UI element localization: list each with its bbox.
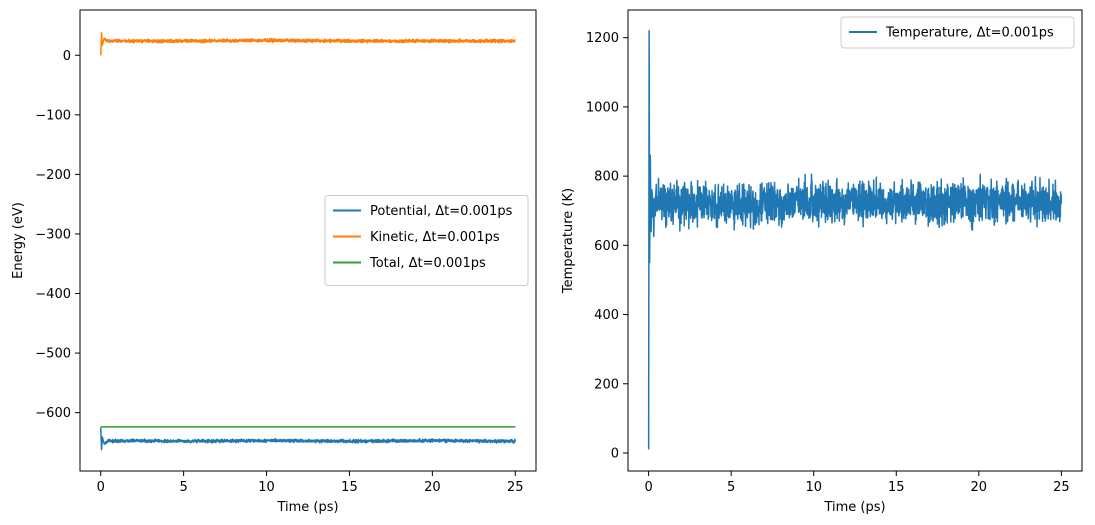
x-tick-label: 10 [805,480,822,495]
y-tick-label: −300 [35,227,71,242]
series-line [99,31,516,56]
y-tick-label: −400 [35,287,71,302]
y-axis-label: Energy (eV) [11,202,26,279]
panel-1: 0 5 10 15 20 25 0 −100 −200 −300 −400 −500 −600 Time … [11,9,537,515]
legend-label: Total, Δt=0.001ps [369,256,486,271]
y-tick-label: −500 [35,347,71,362]
series-line [647,30,1063,450]
x-tick-label: 25 [507,480,524,495]
plot-frame [627,9,1083,472]
legend: Potential, Δt=0.001ps Kinetic, Δt=0.001ps… [324,195,529,286]
plot-frame [79,9,537,472]
y-tick-label: 0 [611,447,619,462]
x-tick-label: 0 [644,480,652,495]
y-tick-label: 1000 [586,100,619,115]
x-tick-label: 10 [258,480,275,495]
legend-label: Kinetic, Δt=0.001ps [370,230,500,245]
y-tick-label: 800 [594,170,619,185]
panel-2: 0 5 10 15 20 25 0 200 400 600 800 1000 1200 Time (ps)… [561,9,1083,515]
legend: Temperature, Δt=0.001ps [840,16,1075,49]
y-tick-label: −100 [35,108,71,123]
y-tick-label: 400 [594,308,619,323]
y-axis-label: Temperature (K) [561,188,576,294]
x-tick-label: 15 [341,480,358,495]
y-tick-label: −200 [35,168,71,183]
y-tick-label: −600 [35,406,71,421]
y-tick-label: 200 [594,377,619,392]
y-tick-label: 600 [594,239,619,254]
x-tick-label: 0 [97,480,105,495]
legend-box [324,195,529,286]
x-axis-label: Time (ps) [823,500,885,515]
y-tick-label: 0 [63,49,71,64]
series-line [99,427,517,451]
legend-box [840,16,1075,49]
x-axis-label: Time (ps) [276,500,338,515]
x-tick-label: 5 [727,480,735,495]
x-tick-label: 15 [888,480,905,495]
x-tick-label: 20 [971,480,988,495]
y-tick-label: 1200 [586,31,619,46]
x-tick-label: 20 [424,480,441,495]
legend-label: Temperature, Δt=0.001ps [885,26,1054,41]
x-tick-label: 25 [1053,480,1070,495]
legend-label: Potential, Δt=0.001ps [370,204,513,219]
x-tick-label: 5 [179,480,187,495]
